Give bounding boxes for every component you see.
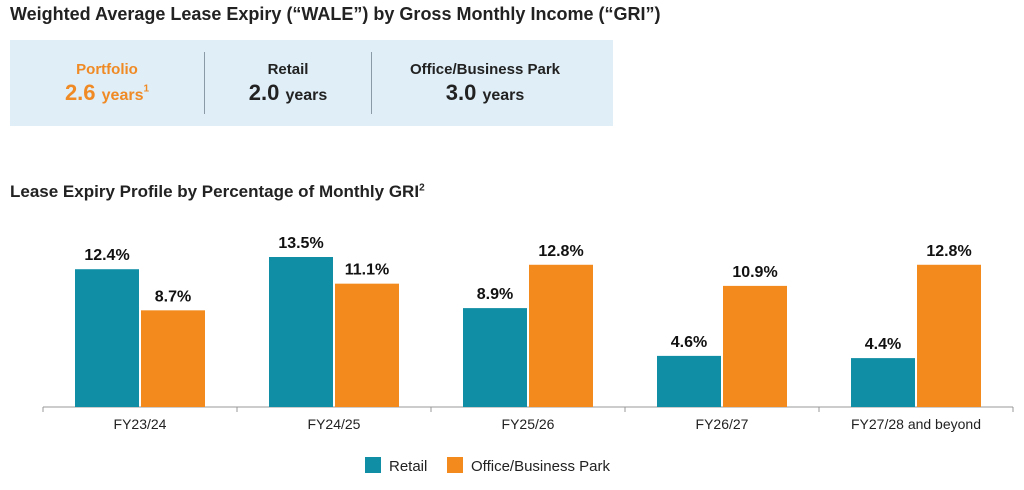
wale-portfolio-value: 2.6 years1	[10, 80, 204, 106]
chart-title-text: Lease Expiry Profile by Percentage of Mo…	[10, 182, 420, 201]
bar-retail	[463, 308, 527, 407]
legend-swatch-office	[447, 457, 463, 473]
data-label: 10.9%	[732, 264, 777, 281]
data-label: 11.1%	[345, 262, 389, 279]
wale-office-label: Office/Business Park	[409, 61, 561, 78]
x-tick-label: FY26/27	[696, 416, 749, 432]
bar-retail	[75, 269, 139, 407]
bar-office	[335, 283, 399, 407]
bar-office	[917, 264, 981, 407]
data-label: 4.6%	[671, 334, 707, 351]
data-label: 8.9%	[477, 286, 513, 303]
data-label: 4.4%	[865, 336, 901, 353]
wale-title: Weighted Average Lease Expiry (“WALE”) b…	[10, 4, 661, 24]
wale-portfolio-number: 2.6	[64, 80, 96, 105]
chart-title-footnote: 2	[419, 182, 425, 194]
legend-label-retail: Retail	[389, 458, 427, 475]
wale-retail-unit: years	[285, 87, 328, 104]
wale-office-number: 3.0	[445, 80, 477, 105]
bar-retail	[269, 257, 333, 407]
wale-office: Office/Business Park 3.0 years	[372, 40, 598, 126]
wale-divider	[204, 52, 205, 114]
wale-office-unit: years	[482, 87, 525, 104]
wale-portfolio: Portfolio 2.6 years1	[10, 40, 204, 126]
wale-retail-value: 2.0 years	[205, 80, 371, 106]
wale-portfolio-label: Portfolio	[76, 61, 138, 78]
data-label: 13.5%	[278, 235, 323, 252]
bar-retail	[657, 355, 721, 407]
wale-office-value: 3.0 years	[372, 80, 598, 106]
bar-office	[723, 285, 787, 407]
chart-title: Lease Expiry Profile by Percentage of Mo…	[10, 182, 425, 202]
wale-retail-label: Retail	[267, 61, 309, 78]
x-tick-label: FY24/25	[308, 416, 361, 432]
wale-retail: Retail 2.0 years	[205, 40, 371, 126]
x-tick-label: FY23/24	[114, 416, 167, 432]
x-tick-label: FY27/28 and beyond	[851, 416, 981, 432]
wale-portfolio-unit: years	[101, 87, 144, 104]
bar-retail	[851, 358, 915, 407]
wale-summary-panel: Portfolio 2.6 years1 Retail 2.0 years Of…	[10, 40, 613, 126]
wale-portfolio-footnote: 1	[143, 83, 150, 95]
legend-swatch-retail	[365, 457, 381, 473]
bar-office	[529, 264, 593, 407]
bar-office	[141, 310, 205, 407]
wale-retail-number: 2.0	[248, 80, 280, 105]
wale-divider	[371, 52, 372, 114]
data-label: 12.8%	[538, 243, 583, 260]
x-tick-label: FY25/26	[502, 416, 555, 432]
data-label: 12.8%	[926, 243, 971, 260]
data-label: 8.7%	[155, 288, 191, 305]
legend-label-office: Office/Business Park	[471, 458, 610, 475]
data-label: 12.4%	[84, 247, 129, 264]
